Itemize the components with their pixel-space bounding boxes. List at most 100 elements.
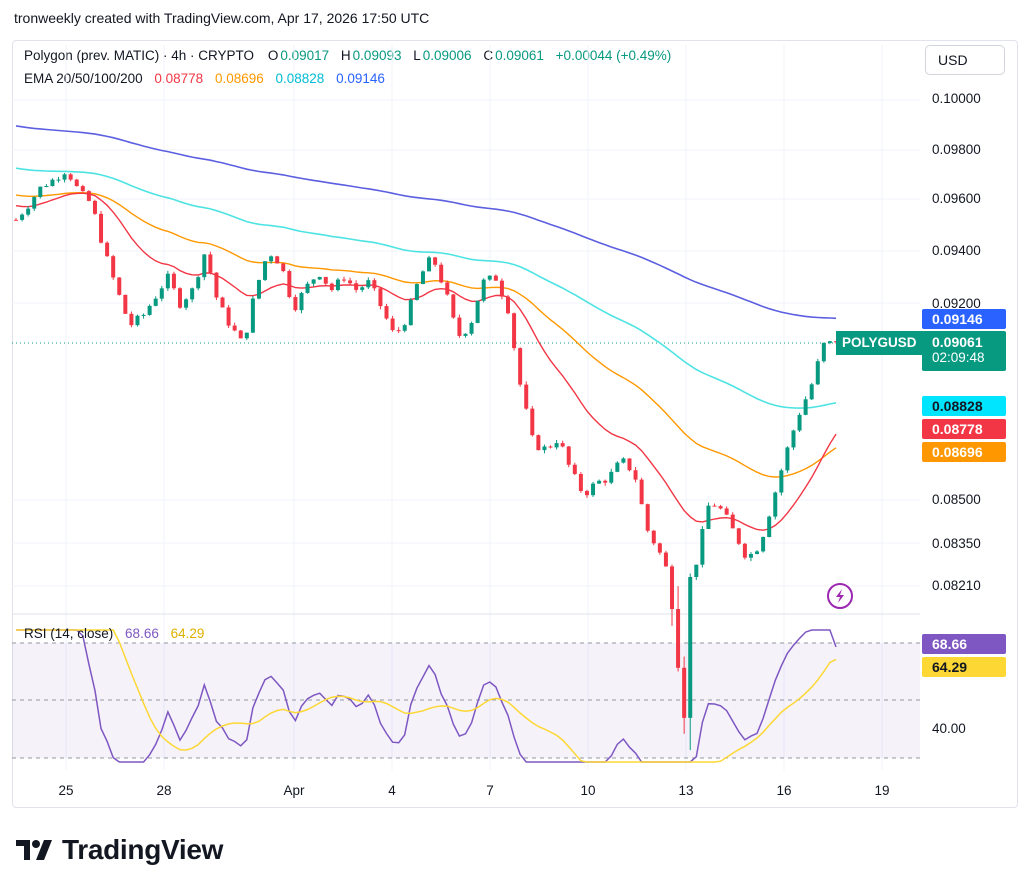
candle <box>809 384 814 400</box>
candle <box>348 280 353 284</box>
ema20-line <box>15 192 837 531</box>
candle <box>99 213 104 243</box>
candle <box>56 179 61 181</box>
candle <box>584 490 589 496</box>
candle <box>773 492 778 517</box>
rsi-tag: 68.66 <box>922 634 1006 654</box>
ema200-line <box>15 125 837 320</box>
low-label: L <box>413 48 421 63</box>
price-tick: 0.10000 <box>932 91 981 106</box>
candle <box>566 446 571 465</box>
candle <box>457 317 462 336</box>
candle <box>530 408 535 436</box>
candle <box>190 288 195 300</box>
price-tick: 0.08350 <box>932 536 981 551</box>
time-tick: 28 <box>156 783 172 798</box>
ema50-line <box>15 192 837 478</box>
candle <box>621 458 626 463</box>
candle <box>560 443 565 447</box>
candle <box>171 273 176 289</box>
time-tick: 19 <box>874 783 890 798</box>
rsi-label[interactable]: RSI (14, close) <box>24 626 114 641</box>
time-tick: 16 <box>776 783 792 798</box>
price-tick: 0.09400 <box>932 243 981 258</box>
tradingview-logo[interactable]: TradingView <box>16 834 223 866</box>
candle <box>384 306 389 319</box>
candle <box>92 200 97 214</box>
symbol-title[interactable]: Polygon (prev. MATIC) · 4h · CRYPTO <box>24 48 255 63</box>
candle <box>414 284 419 300</box>
rsi-ma-tag: 64.29 <box>922 657 1006 677</box>
candle <box>105 242 110 257</box>
candle <box>20 214 25 220</box>
candle <box>335 279 340 291</box>
rsi-value: 68.66 <box>125 626 159 641</box>
candle <box>74 179 79 187</box>
candle <box>609 471 614 483</box>
candle <box>299 292 304 311</box>
candle <box>396 330 401 332</box>
candle <box>420 271 425 285</box>
candle <box>603 480 608 483</box>
ema-legend: EMA 20/50/100/200 0.08778 0.08696 0.0882… <box>24 71 387 86</box>
candle <box>208 254 213 273</box>
ema50-tag: 0.08696 <box>922 442 1006 462</box>
candle <box>390 318 395 331</box>
candle <box>730 514 735 529</box>
close-value: 0.09061 <box>495 48 544 63</box>
candle <box>184 299 189 308</box>
candle <box>153 298 158 306</box>
candle <box>785 447 790 471</box>
candle <box>627 458 632 471</box>
ema200-value: 0.09146 <box>336 71 385 86</box>
candle <box>463 333 468 336</box>
candle <box>250 298 255 333</box>
chart-frame[interactable] <box>12 40 1018 808</box>
candle <box>32 197 37 209</box>
candle <box>493 275 498 281</box>
candle <box>129 313 134 326</box>
candle <box>487 275 492 280</box>
ema200-tag: 0.09146 <box>922 309 1006 329</box>
candle <box>755 551 760 555</box>
time-tick: 4 <box>388 783 396 798</box>
currency-button[interactable]: USD <box>925 45 1005 75</box>
candle <box>694 564 699 577</box>
time-tick: 10 <box>580 783 596 798</box>
candle <box>718 506 723 509</box>
candle <box>256 279 261 299</box>
candle <box>821 342 826 362</box>
candle <box>572 464 577 474</box>
candle <box>663 552 668 567</box>
candle <box>712 505 717 507</box>
time-tick: 25 <box>58 783 74 798</box>
ema-label[interactable]: EMA 20/50/100/200 <box>24 71 143 86</box>
candle <box>14 219 18 221</box>
candle <box>791 430 796 448</box>
time-tick: Apr <box>283 783 305 798</box>
candle <box>797 414 802 431</box>
candle <box>499 280 504 297</box>
candle <box>62 174 67 180</box>
grid <box>12 45 920 770</box>
candle <box>524 384 529 409</box>
candle <box>372 280 377 289</box>
candle <box>287 271 292 298</box>
candle <box>117 277 122 295</box>
candle <box>736 528 741 544</box>
price-tick: 0.09800 <box>932 142 981 157</box>
candle <box>342 279 346 281</box>
candle <box>682 667 687 718</box>
rsi-ma-line <box>16 629 837 763</box>
candle <box>86 191 91 201</box>
candle <box>615 462 620 472</box>
candle <box>427 257 432 272</box>
tradingview-logo-icon <box>16 840 52 860</box>
candle <box>554 443 559 448</box>
candle <box>220 297 225 308</box>
ema50-value: 0.08696 <box>214 71 264 86</box>
candle <box>700 529 705 565</box>
candle <box>639 479 644 505</box>
candle <box>135 315 140 326</box>
